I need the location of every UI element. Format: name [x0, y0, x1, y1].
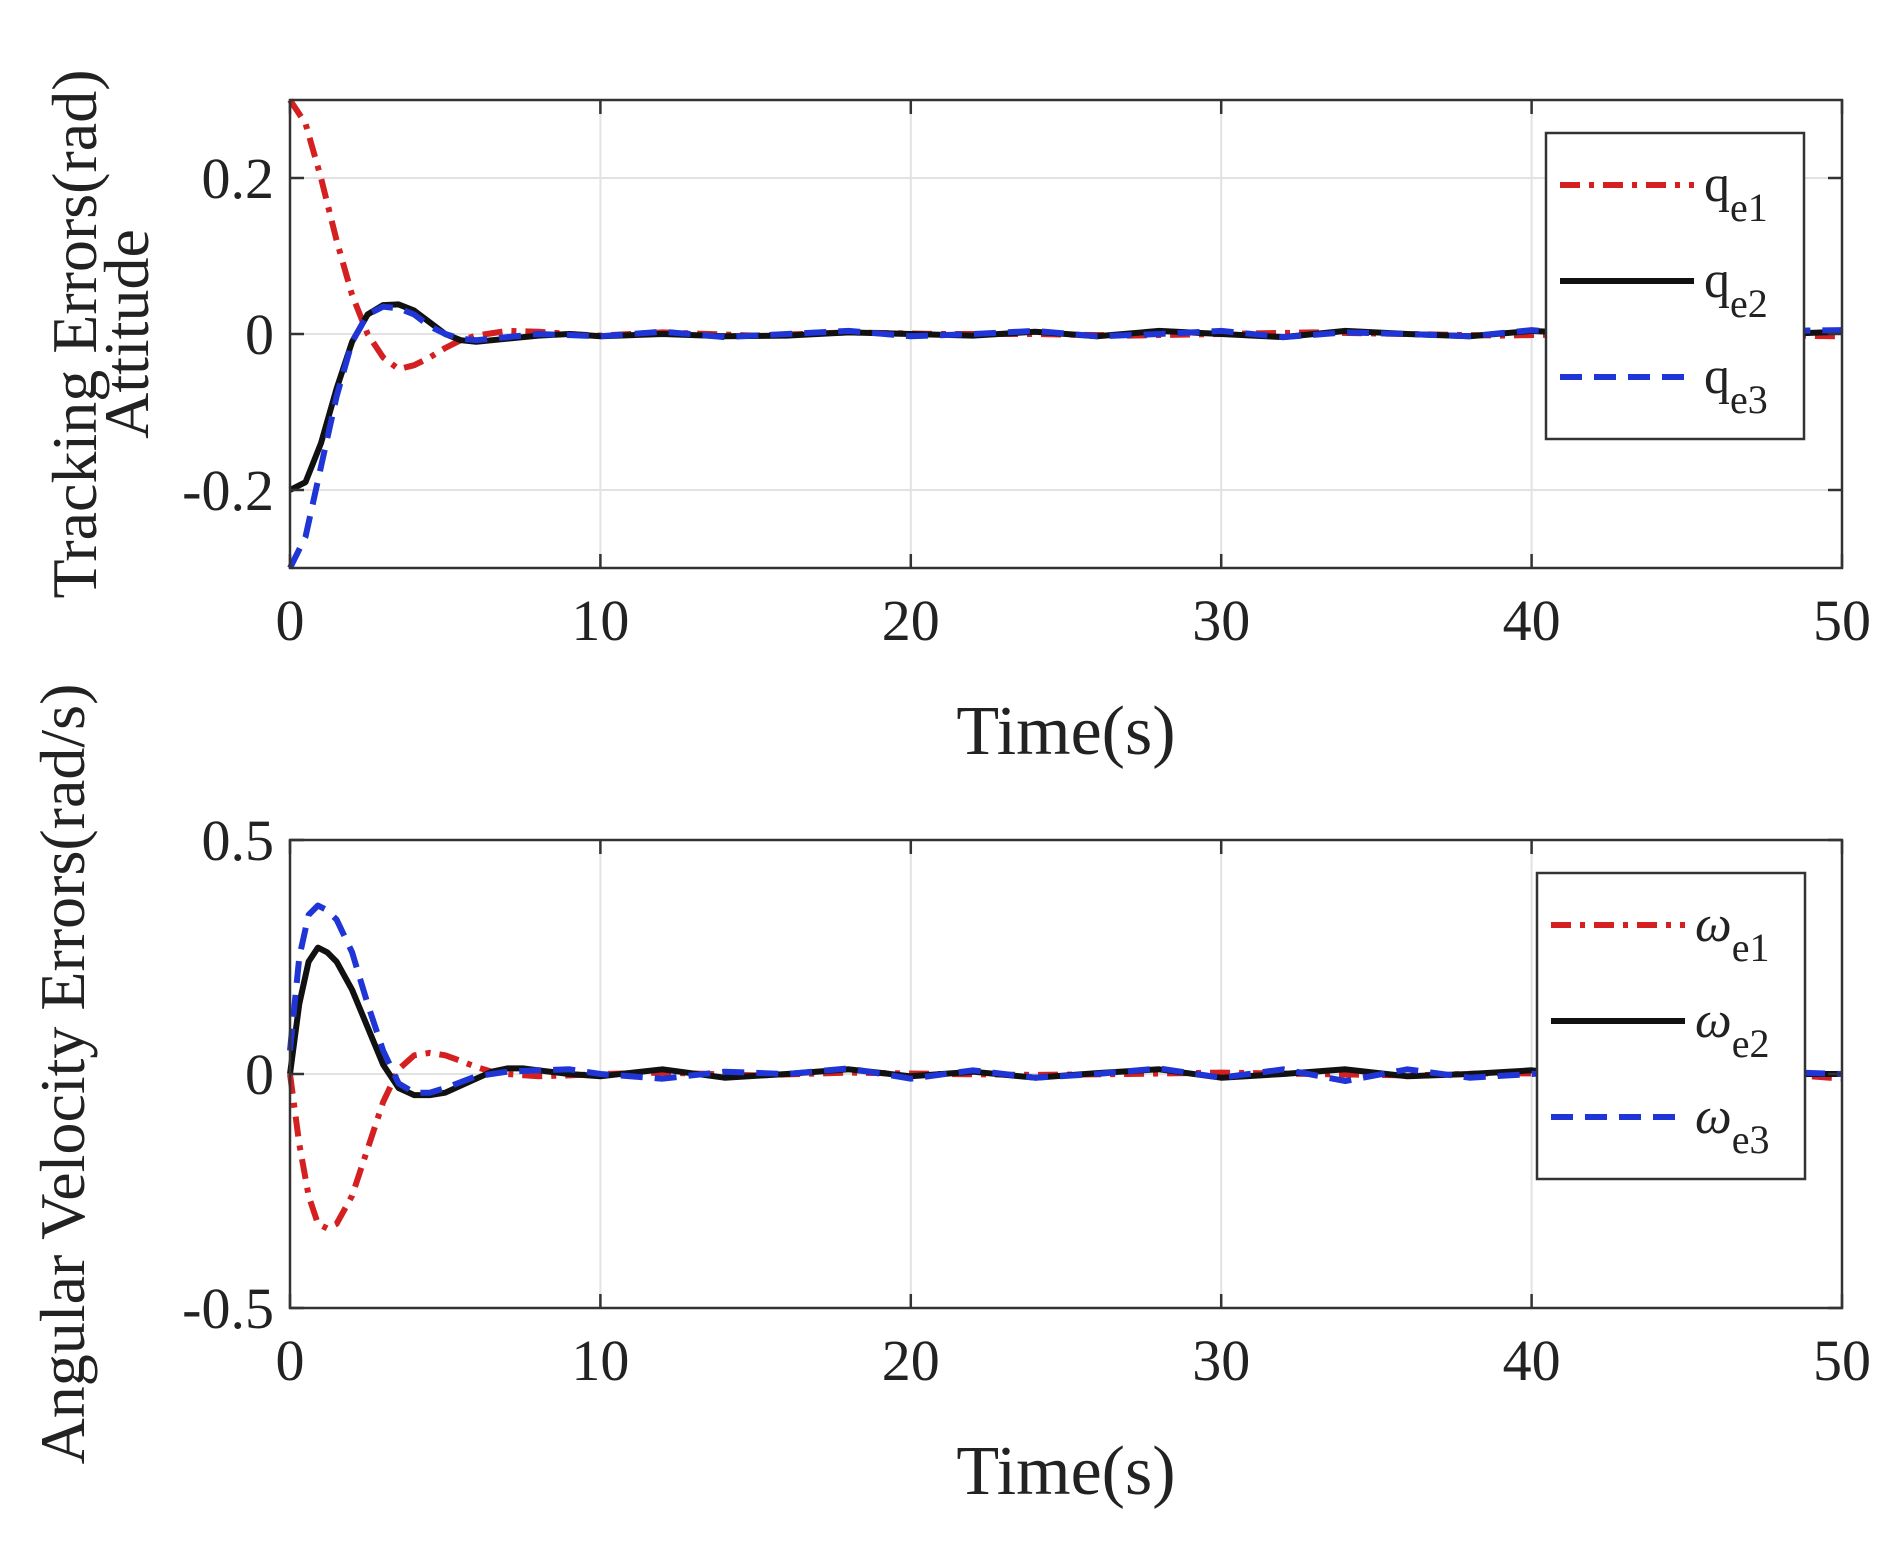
- legend-symbol: q: [1704, 156, 1730, 213]
- x-tick-label: 30: [1192, 588, 1250, 653]
- legend-subscript: e3: [1730, 377, 1768, 422]
- y-axis-label: Angular Velocity Errors(rad/s): [27, 684, 98, 1465]
- x-tick-label: 40: [1503, 588, 1561, 653]
- legend-label-e2: ωe2: [1695, 992, 1769, 1066]
- y-axis-label: Attitude: [91, 229, 162, 439]
- legend-subscript: e2: [1730, 281, 1768, 326]
- x-tick-label: 20: [882, 588, 940, 653]
- legend-label-e1: qe1: [1704, 156, 1768, 230]
- x-axis-label: Time(s): [956, 693, 1175, 770]
- y-tick-label: -0.5: [182, 1276, 274, 1341]
- y-tick-label: 0.2: [202, 146, 275, 211]
- series-line-e3: [287, 303, 1843, 570]
- legend-symbol: ω: [1695, 992, 1732, 1049]
- x-tick-label: 0: [276, 1328, 305, 1393]
- legend-symbol: q: [1704, 348, 1730, 405]
- legend-symbol: ω: [1695, 896, 1732, 953]
- x-axis-label: Time(s): [956, 1433, 1175, 1510]
- series-line-e3: [287, 902, 1843, 1096]
- y-tick-label: 0: [245, 302, 274, 367]
- legend-label-e3: qe3: [1704, 348, 1768, 422]
- y-tick-label: 0: [245, 1042, 274, 1107]
- legend-label-e3: ωe3: [1695, 1088, 1769, 1162]
- y-tick-label: 0.5: [202, 808, 275, 873]
- x-tick-label: 10: [571, 1328, 629, 1393]
- legend-label-e1: ωe1: [1695, 896, 1769, 970]
- legend-label-e2: qe2: [1704, 252, 1768, 326]
- chart-1: 0 10 20 30 40 500.20-0.2Time(s)AttitudeTracki…: [39, 69, 1871, 770]
- x-tick-label: 20: [882, 1328, 940, 1393]
- legend-subscript: e2: [1732, 1021, 1770, 1066]
- legend-subscript: e1: [1730, 185, 1768, 230]
- y-axis-label: Tracking Errors(rad): [39, 69, 110, 598]
- y-tick-label: -0.2: [182, 458, 274, 523]
- x-tick-label: 50: [1813, 1328, 1871, 1393]
- legend-symbol: q: [1704, 252, 1730, 309]
- x-tick-label: 10: [571, 588, 629, 653]
- legend-subscript: e1: [1732, 925, 1770, 970]
- x-tick-label: 0: [276, 588, 305, 653]
- x-tick-label: 30: [1192, 1328, 1250, 1393]
- x-tick-label: 40: [1503, 1328, 1561, 1393]
- legend-subscript: e3: [1732, 1117, 1770, 1162]
- x-tick-label: 50: [1813, 588, 1871, 653]
- series-line-e1: [287, 1049, 1843, 1232]
- legend-symbol: ω: [1695, 1088, 1732, 1145]
